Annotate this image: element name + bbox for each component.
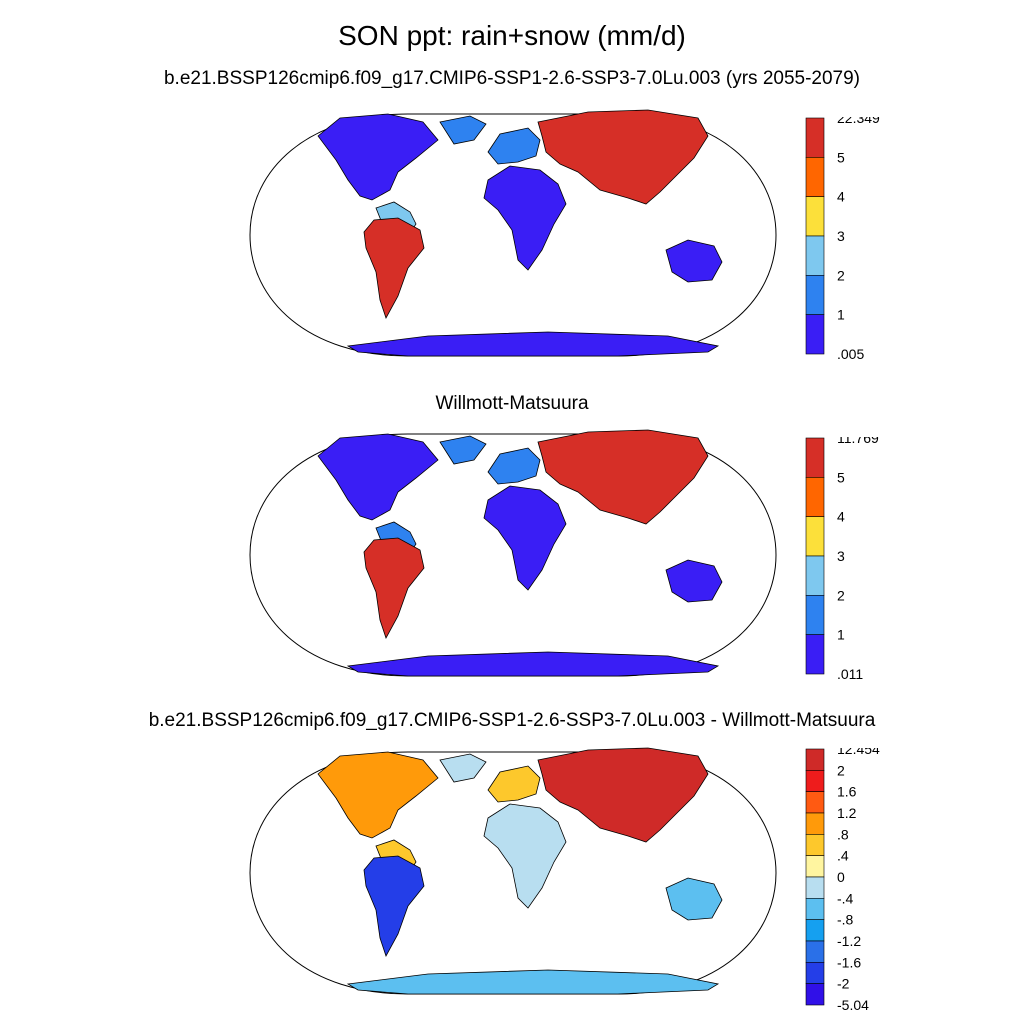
panel-1-map [249, 109, 777, 357]
colorbar-label: -5.04 [837, 997, 869, 1013]
colorbar-box [805, 770, 825, 792]
antarctica [346, 331, 720, 357]
colorbar-label: -2 [837, 976, 850, 992]
landmass [487, 127, 541, 165]
colorbar-box [805, 876, 825, 899]
colorbar-label: 5 [837, 469, 845, 485]
colorbar-label: -.4 [837, 890, 854, 906]
landmass [537, 429, 709, 525]
colorbar-label: 1 [837, 307, 845, 323]
colorbar-label: 22.349 [837, 117, 880, 126]
colorbar-box [805, 555, 825, 596]
colorbar-label: 12.454 [837, 748, 880, 757]
colorbar-box [805, 748, 825, 771]
colorbar-label: .8 [837, 826, 849, 842]
landmass [363, 855, 425, 957]
landmass [483, 803, 567, 909]
colorbar-box [805, 983, 825, 1006]
colorbar-box [805, 516, 825, 557]
panel-2-subtitle: Willmott-Matsuura [435, 393, 589, 414]
panel-1-subtitle: b.e21.BSSP126cmip6.f09_g17.CMIP6-SSP1-2.… [163, 68, 861, 89]
panel-2-map [249, 429, 777, 677]
colorbar-box [805, 314, 825, 355]
landmass [317, 751, 439, 839]
colorbar-box [805, 275, 825, 315]
colorbar-box [805, 898, 825, 920]
colorbar-label: -.8 [837, 912, 854, 928]
colorbar-box [805, 812, 825, 835]
colorbar-label: -1.2 [837, 933, 861, 949]
colorbar-label: 3 [837, 548, 845, 564]
colorbar-box [805, 196, 825, 237]
landmass [439, 435, 487, 465]
colorbar-box [805, 962, 825, 984]
colorbar-label: 2 [837, 587, 845, 603]
colorbar-label: 1 [837, 627, 845, 643]
colorbar-label: 1.6 [837, 784, 857, 800]
colorbar-box [805, 117, 825, 158]
landmass [665, 877, 723, 921]
colorbar-label: 4 [837, 509, 845, 525]
landmass [537, 747, 709, 843]
colorbar-label: .005 [837, 346, 864, 362]
colorbar-label: 2 [837, 267, 845, 283]
colorbar-box [805, 235, 825, 276]
panel-3-map [249, 747, 777, 995]
main-title: SON ppt: rain+snow (mm/d) [338, 20, 686, 51]
antarctica [346, 969, 720, 995]
colorbar-box [805, 919, 825, 942]
colorbar-label: 3 [837, 228, 845, 244]
colorbar-label: .4 [837, 848, 849, 864]
landmass [363, 537, 425, 639]
colorbar-box [805, 855, 825, 878]
colorbar-label: 11.769 [837, 437, 879, 446]
colorbar-label: 1.2 [837, 805, 857, 821]
landmass [665, 239, 723, 283]
colorbar-label: .011 [837, 666, 863, 682]
antarctica [346, 651, 720, 677]
landmass [537, 109, 709, 205]
landmass [487, 447, 541, 485]
colorbar-box [805, 437, 825, 478]
landmass [487, 765, 541, 803]
colorbar-label: 4 [837, 189, 845, 205]
landmass [363, 217, 425, 319]
colorbar-box [805, 634, 825, 675]
panel-3-colorbar: 12.454 2 1.6 1.2 .8 .4 0 -.4 -.8 -1.2 -1.6 -2 -5.04 [805, 748, 880, 1013]
landmass [317, 113, 439, 201]
landmass [665, 559, 723, 603]
colorbar-label: 0 [837, 869, 845, 885]
colorbar-label: 2 [837, 762, 845, 778]
panel-2-colorbar: 11.769 5 4 3 2 1 .011 [805, 437, 879, 682]
colorbar-box [805, 940, 825, 963]
colorbar-box [805, 834, 825, 856]
panel-1-colorbar: 22.349 5 4 3 2 1 .005 [805, 117, 880, 362]
colorbar-box [805, 791, 825, 814]
colorbar-box [805, 477, 825, 517]
colorbar-box [805, 157, 825, 197]
landmass [483, 165, 567, 271]
colorbar-box [805, 595, 825, 635]
colorbar-label: -1.6 [837, 954, 861, 970]
landmass [483, 485, 567, 591]
landmass [439, 115, 487, 145]
landmass [439, 753, 487, 783]
panel-3-subtitle: b.e21.BSSP126cmip6.f09_g17.CMIP6-SSP1-2.… [148, 710, 876, 731]
landmass [317, 433, 439, 521]
colorbar-label: 5 [837, 149, 845, 165]
